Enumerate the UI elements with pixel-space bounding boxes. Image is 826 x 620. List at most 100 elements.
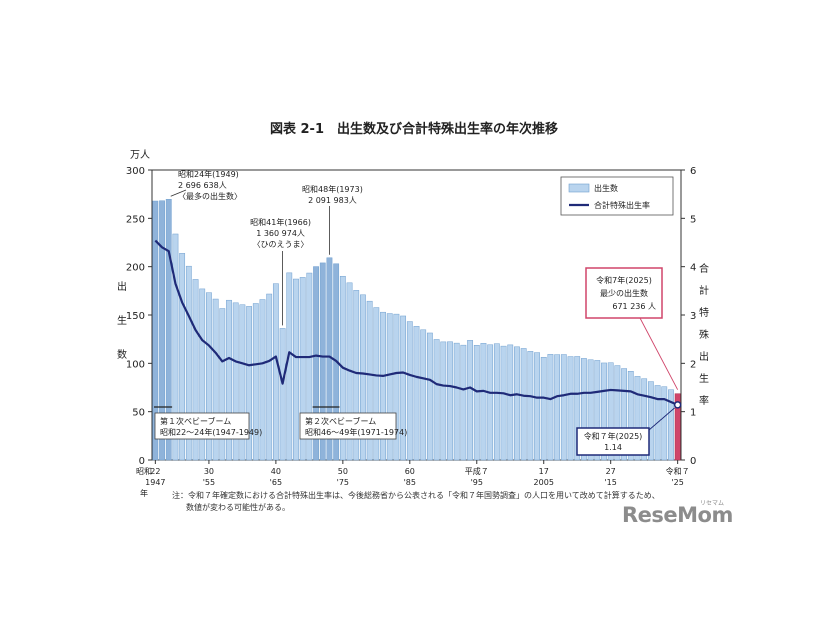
bar-2020 <box>641 378 648 461</box>
x-tick-era-2015: 27 <box>606 467 616 476</box>
boom2-label-line-1: 昭和46～49年(1971-1974) <box>305 427 407 437</box>
left-tick-label-300: 300 <box>126 166 145 177</box>
bar-1952 <box>185 265 192 461</box>
bar-1995 <box>473 345 480 461</box>
bar-1954 <box>199 288 206 461</box>
callout-2025-births-line-0: 令和7年(2025) <box>596 275 652 285</box>
right-tick-label-2: 2 <box>690 359 696 370</box>
legend-box <box>560 176 674 216</box>
x-tick-year-2005: 2005 <box>534 478 554 487</box>
right-axis-label-char-2: 特 <box>699 307 709 319</box>
bar-1987 <box>420 329 427 461</box>
x-tick-era-2005: 17 <box>539 467 549 476</box>
x-tick-year-1947: 1947 <box>145 478 165 487</box>
boom2-box <box>299 412 397 440</box>
x-tick-year-1955: '55 <box>203 478 215 487</box>
bar-1953 <box>192 279 199 461</box>
bar-1983 <box>393 313 400 461</box>
boom1-label-line-1: 昭和22～24年(1947-1949) <box>160 427 262 437</box>
bar-1960 <box>239 304 246 461</box>
bar-1971 <box>313 266 319 461</box>
bar-2013 <box>594 360 601 461</box>
callout-2025-rate-line-1: 1.14 <box>604 443 622 452</box>
bar-1958 <box>226 299 232 461</box>
callout-2025-rate-arrow <box>648 407 675 431</box>
left-axis-unit: 万人 <box>130 149 150 161</box>
bar-series <box>152 199 681 461</box>
right-axis-label-char-1: 計 <box>699 284 709 297</box>
x-tick-year-1985: '85 <box>404 478 416 487</box>
right-tick-label-1: 1 <box>690 408 696 419</box>
bar-1949 <box>165 199 172 461</box>
bar-1956 <box>212 298 219 461</box>
callout-2025-births-line-2: 671 236 人 <box>612 302 656 311</box>
right-tick-label-5: 5 <box>690 214 696 225</box>
bar-1964 <box>266 293 273 461</box>
annotation-1966-line-1: 1 360 974人 <box>256 229 305 238</box>
bar-2009 <box>567 356 574 461</box>
boom1-label-line-0: 第１次ベビーブーム <box>160 416 231 426</box>
left-tick-label-0: 0 <box>139 456 145 467</box>
bar-2005 <box>540 356 547 461</box>
bar-1990 <box>440 341 447 461</box>
bar-1950 <box>172 233 179 461</box>
bar-1959 <box>232 302 239 461</box>
annotation-1949-line-1: 2 696 638人 <box>178 181 227 190</box>
right-axis-label-char-6: 率 <box>699 394 709 407</box>
resemom-logo: ReseMom <box>622 503 733 527</box>
bar-1981 <box>380 311 386 461</box>
bar-2000 <box>507 344 514 461</box>
annotation-1949-line-2: 〈最多の出生数〉 <box>178 191 242 201</box>
right-axis-label-char-5: 生 <box>699 372 709 385</box>
line-series <box>154 239 682 409</box>
left-tick-label-50: 50 <box>132 408 145 419</box>
right-tick-label-6: 6 <box>690 166 696 177</box>
bar-1980 <box>373 307 380 461</box>
bar-2012 <box>587 359 594 461</box>
x-tick-era-1965: 40 <box>271 467 281 476</box>
bar-2016 <box>614 365 621 461</box>
x-tick-era-1985: 60 <box>405 467 415 476</box>
bar-1957 <box>219 308 226 461</box>
bar-2017 <box>621 368 627 461</box>
axes: 050100150200250300万人出生数0123456合計特殊出生率221… <box>117 149 709 498</box>
callout-2025-rate-line-0: 令和７年(2025) <box>584 431 643 441</box>
legend-bar-label: 出生数 <box>594 183 618 193</box>
footnote-line-2: 数値が変わる可能性がある。 <box>186 503 290 512</box>
bar-2008 <box>560 354 567 461</box>
x-tick-era-1995: 平成７ <box>465 466 489 476</box>
bar-1978 <box>360 294 366 461</box>
left-axis-label-char-2: 数 <box>117 348 127 361</box>
bar-1962 <box>252 303 259 461</box>
annotation-1966-line-0: 昭和41年(1966) <box>250 217 311 227</box>
bar-1989 <box>433 339 440 461</box>
bar-1979 <box>366 300 373 461</box>
bar-1982 <box>386 313 393 461</box>
bar-1992 <box>453 342 460 461</box>
left-tick-label-100: 100 <box>126 359 145 370</box>
x-era-label-bottom: 年 <box>140 488 148 498</box>
left-tick-label-150: 150 <box>126 311 145 322</box>
bar-1986 <box>413 326 420 461</box>
annotation-1973-line-1: 2 091 983人 <box>308 196 357 205</box>
footnote-line-1: 注：令和７年確定数における合計特殊出生率は、今後総務省から公表される「令和７年国… <box>172 491 660 500</box>
right-axis-label-char-3: 殊 <box>699 328 709 341</box>
x-tick-year-1975: '75 <box>337 478 349 487</box>
callout-2025-births-line-1: 最少の出生数 <box>600 288 648 298</box>
chart-title: 図表 2-1 出生数及び合計特殊出生率の年次推移 <box>270 121 558 137</box>
left-axis-label-char-1: 生 <box>117 314 127 327</box>
boom1-box <box>154 412 250 440</box>
x-tick-year-1965: '65 <box>270 478 282 487</box>
bar-1997 <box>487 344 494 461</box>
annotation-1973-line-0: 昭和48年(1973) <box>302 184 363 194</box>
annotation-1966-line-2: 〈ひのえうま〉 <box>253 240 309 249</box>
bar-2006 <box>547 354 554 461</box>
annotation-1949-arrow <box>170 189 187 197</box>
footnote: 注：令和７年確定数における合計特殊出生率は、今後総務省から公表される「令和７年国… <box>172 490 732 514</box>
bar-1969 <box>299 277 306 461</box>
bar-1984 <box>400 315 407 461</box>
bar-2004 <box>534 352 540 461</box>
bar-1965 <box>272 283 279 461</box>
